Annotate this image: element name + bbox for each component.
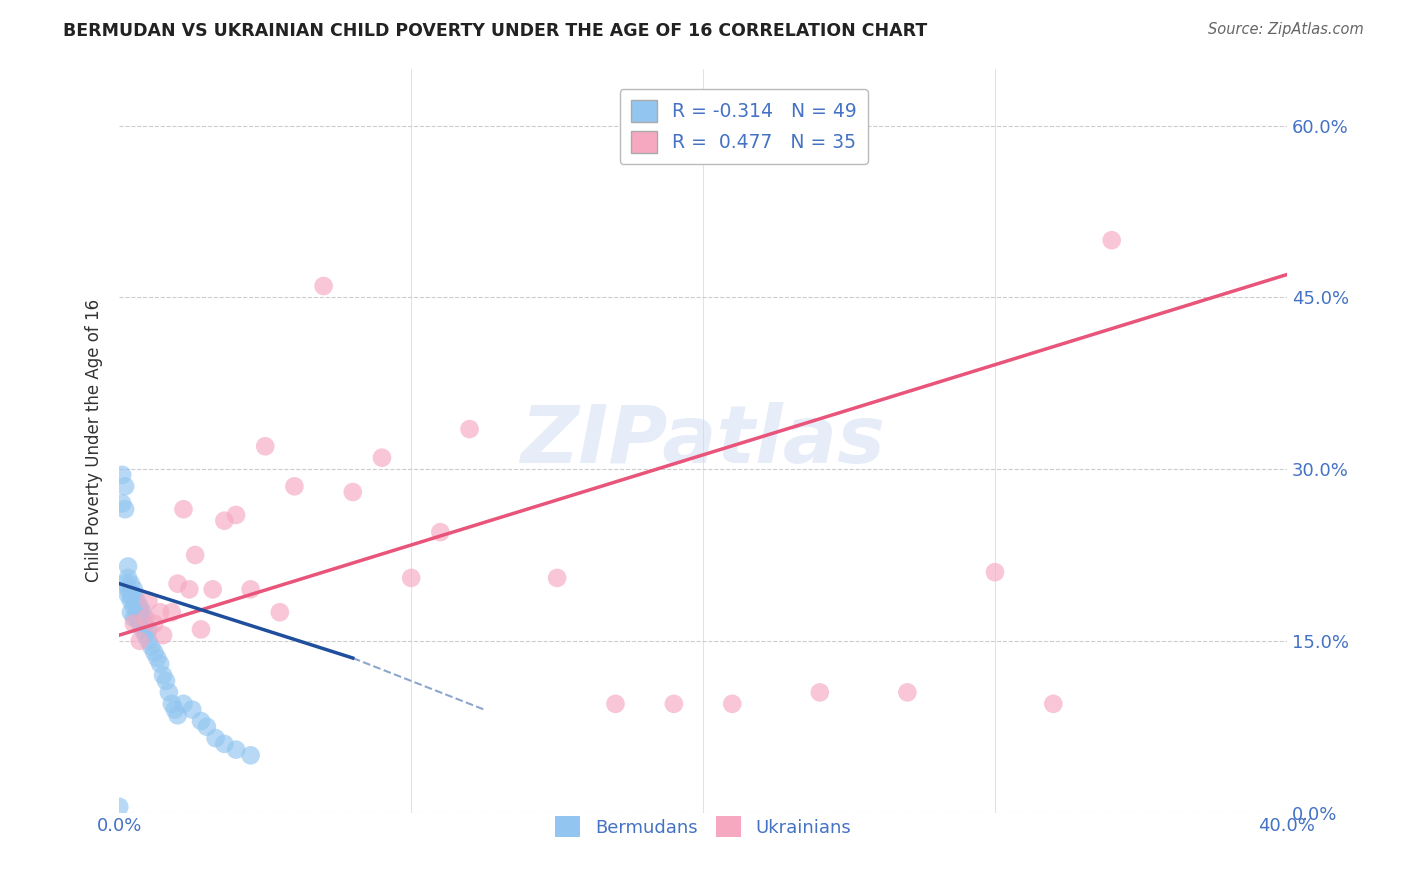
Point — [166, 708, 188, 723]
Point — [342, 485, 364, 500]
Point — [155, 673, 177, 688]
Point — [117, 571, 139, 585]
Point — [149, 657, 172, 671]
Point — [131, 623, 153, 637]
Point — [173, 697, 195, 711]
Point — [122, 611, 145, 625]
Point — [122, 599, 145, 614]
Y-axis label: Child Poverty Under the Age of 16: Child Poverty Under the Age of 16 — [86, 299, 103, 582]
Point — [163, 702, 186, 716]
Point — [122, 588, 145, 602]
Point — [160, 605, 183, 619]
Point — [135, 616, 157, 631]
Point — [122, 616, 145, 631]
Point — [662, 697, 685, 711]
Point — [138, 623, 160, 637]
Point — [371, 450, 394, 465]
Point — [128, 605, 150, 619]
Point — [114, 479, 136, 493]
Point — [166, 576, 188, 591]
Point — [114, 576, 136, 591]
Point — [149, 605, 172, 619]
Point — [125, 599, 148, 614]
Point — [111, 467, 134, 482]
Text: BERMUDAN VS UKRAINIAN CHILD POVERTY UNDER THE AGE OF 16 CORRELATION CHART: BERMUDAN VS UKRAINIAN CHILD POVERTY UNDE… — [63, 22, 928, 40]
Point — [157, 685, 180, 699]
Point — [131, 611, 153, 625]
Point — [117, 559, 139, 574]
Point — [138, 594, 160, 608]
Point — [125, 594, 148, 608]
Point — [239, 748, 262, 763]
Point — [225, 508, 247, 522]
Point — [128, 633, 150, 648]
Point — [214, 514, 236, 528]
Point — [283, 479, 305, 493]
Point — [399, 571, 422, 585]
Point — [122, 582, 145, 597]
Point — [117, 588, 139, 602]
Point — [125, 611, 148, 625]
Point — [1042, 697, 1064, 711]
Point — [808, 685, 831, 699]
Point — [214, 737, 236, 751]
Point — [114, 502, 136, 516]
Point — [605, 697, 627, 711]
Point — [120, 605, 142, 619]
Point — [131, 605, 153, 619]
Legend: Bermudans, Ukrainians: Bermudans, Ukrainians — [548, 809, 858, 845]
Point — [721, 697, 744, 711]
Point — [128, 616, 150, 631]
Point — [143, 616, 166, 631]
Point — [896, 685, 918, 699]
Point — [146, 651, 169, 665]
Point — [135, 611, 157, 625]
Point — [143, 645, 166, 659]
Text: ZIPatlas: ZIPatlas — [520, 401, 886, 480]
Point — [546, 571, 568, 585]
Point — [179, 582, 201, 597]
Point — [184, 548, 207, 562]
Point — [312, 279, 335, 293]
Point — [190, 623, 212, 637]
Point — [173, 502, 195, 516]
Point — [984, 565, 1007, 579]
Point — [152, 628, 174, 642]
Point — [108, 800, 131, 814]
Point — [225, 742, 247, 756]
Point — [269, 605, 291, 619]
Point — [117, 582, 139, 597]
Point — [1101, 233, 1123, 247]
Text: Source: ZipAtlas.com: Source: ZipAtlas.com — [1208, 22, 1364, 37]
Point — [128, 599, 150, 614]
Point — [152, 668, 174, 682]
Point — [141, 640, 163, 654]
Point — [120, 576, 142, 591]
Point — [429, 525, 451, 540]
Point — [111, 496, 134, 510]
Point — [201, 582, 224, 597]
Point — [239, 582, 262, 597]
Point — [120, 588, 142, 602]
Point — [135, 628, 157, 642]
Point — [458, 422, 481, 436]
Point — [204, 731, 226, 746]
Point — [195, 720, 218, 734]
Point — [190, 714, 212, 728]
Point — [120, 594, 142, 608]
Point — [181, 702, 204, 716]
Point — [254, 439, 277, 453]
Point — [138, 633, 160, 648]
Point — [160, 697, 183, 711]
